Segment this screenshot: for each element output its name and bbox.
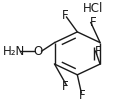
Text: F: F <box>62 9 69 22</box>
Text: F: F <box>79 89 85 102</box>
Text: F: F <box>62 80 69 93</box>
Text: O: O <box>34 45 43 58</box>
Text: F: F <box>90 16 97 29</box>
Text: F: F <box>95 45 102 58</box>
Text: H₂N: H₂N <box>3 45 25 58</box>
Text: HCl: HCl <box>83 2 103 15</box>
